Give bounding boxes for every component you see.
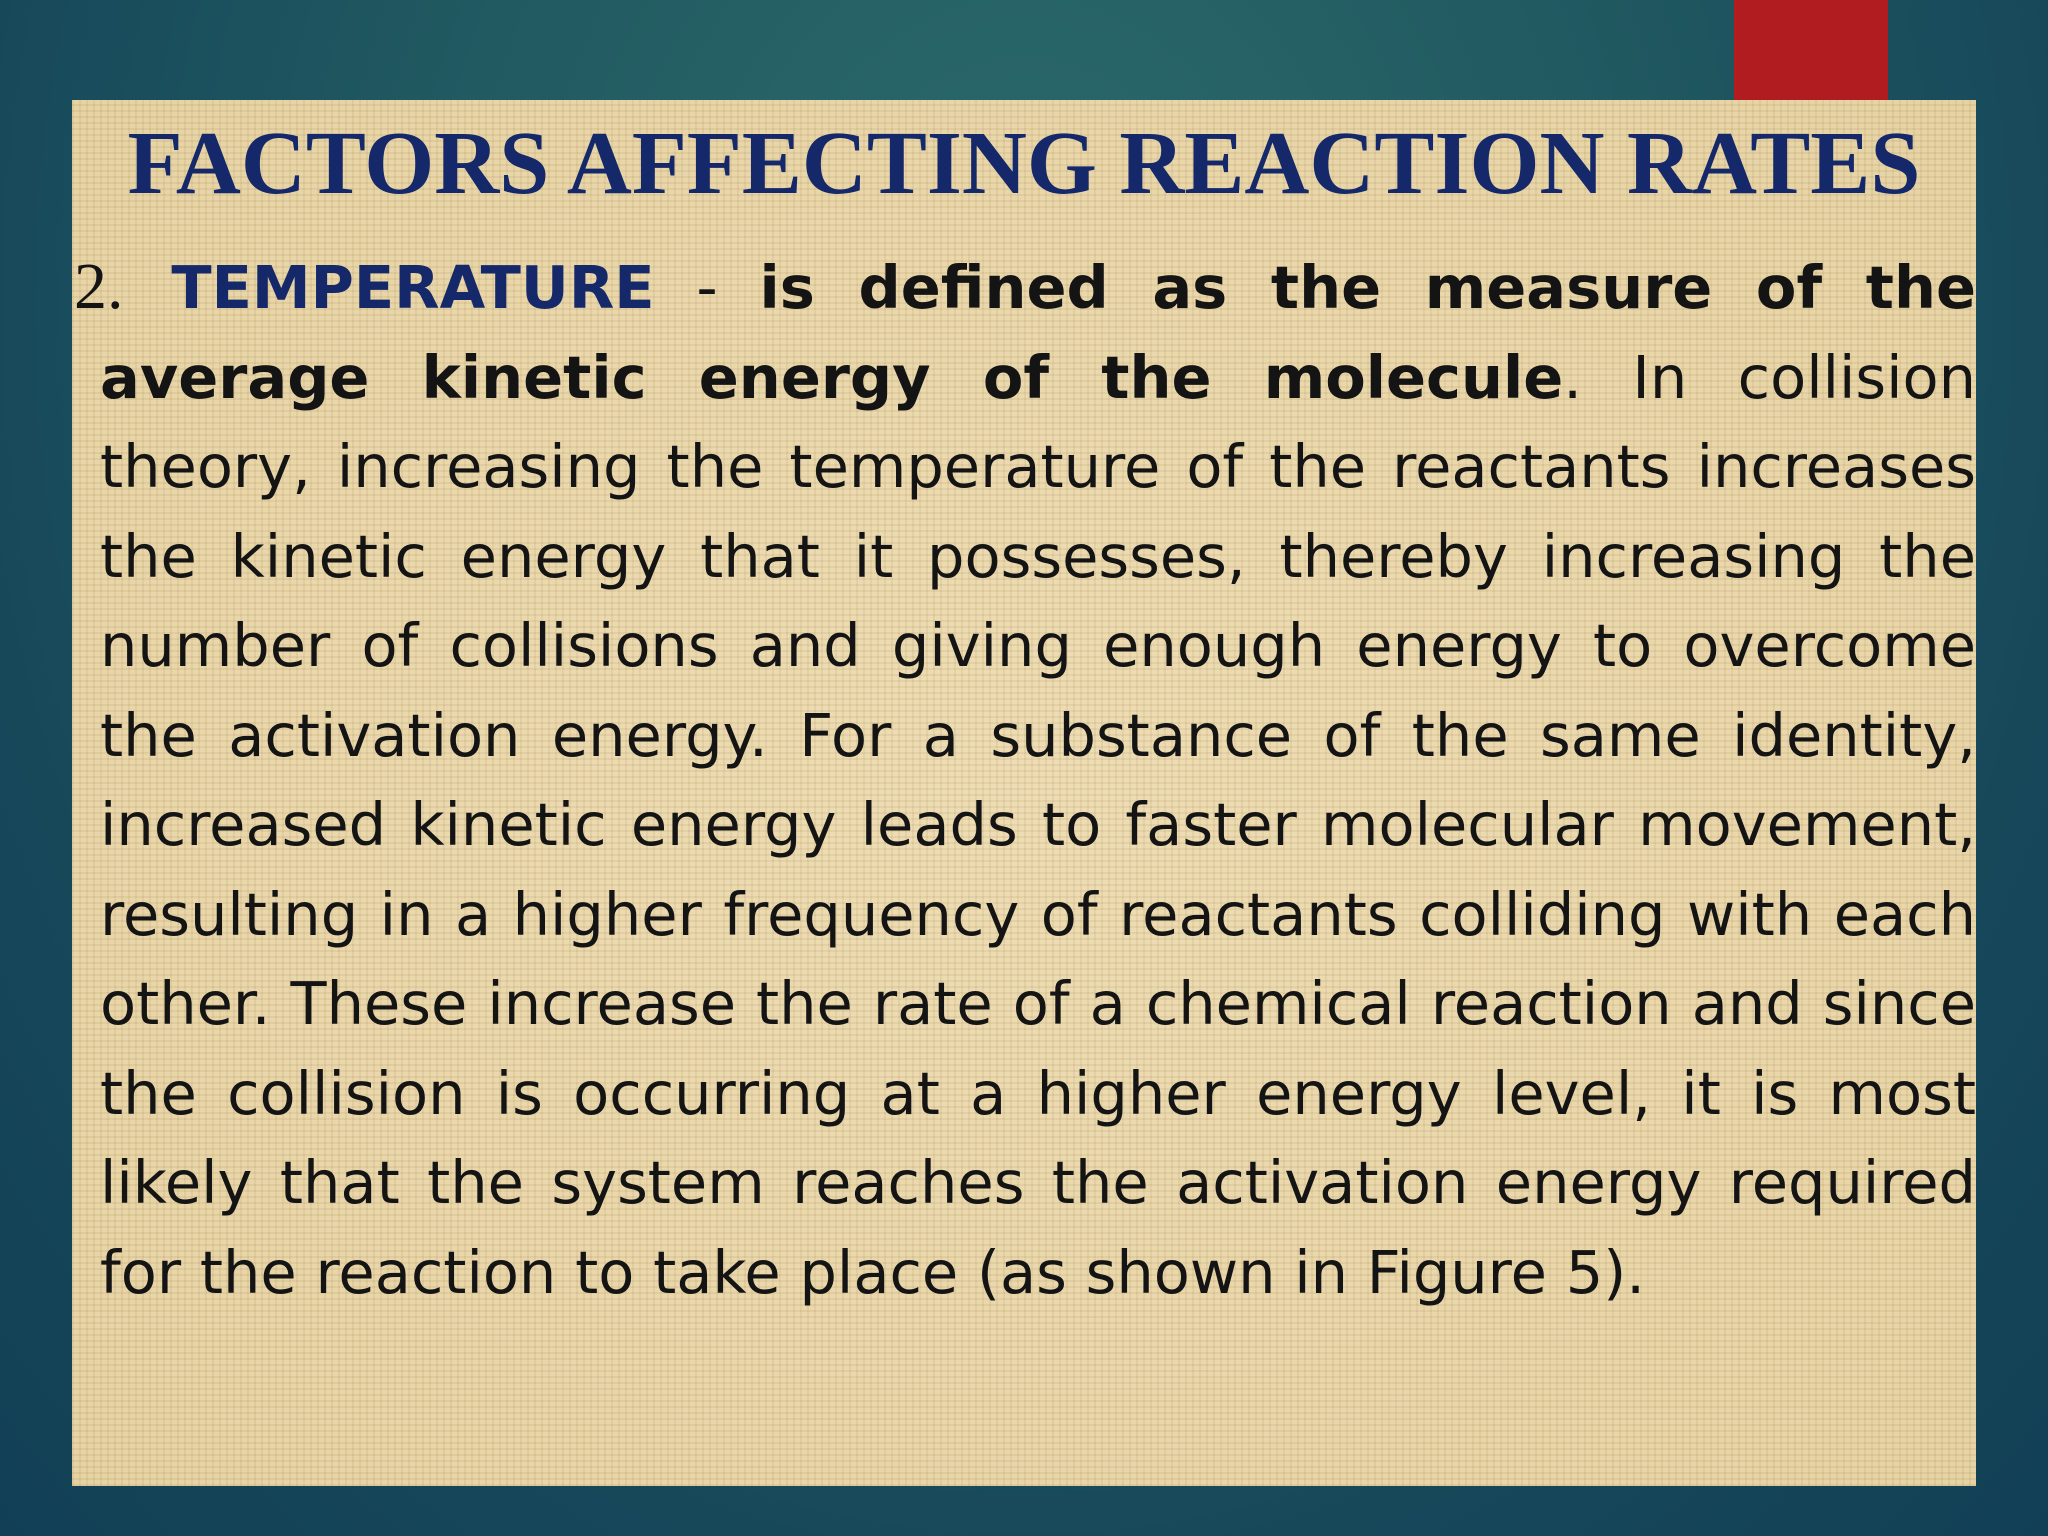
slide-title: FACTORS AFFECTING REACTION RATES [127, 114, 1921, 213]
body-paragraph: 2. TEMPERATURE - is defined as the measu… [74, 242, 1976, 1317]
term-definition: is defined as the measure of the average… [100, 253, 1976, 412]
body-text: . In collision theory, increasing the te… [100, 342, 1976, 1307]
content-panel: FACTORS AFFECTING REACTION RATES 2. TEMP… [72, 100, 1976, 1486]
item-number: 2. [74, 250, 124, 323]
term-heading: TEMPERATURE [171, 253, 655, 322]
accent-tab [1734, 0, 1888, 100]
term-separator: - [696, 253, 718, 322]
